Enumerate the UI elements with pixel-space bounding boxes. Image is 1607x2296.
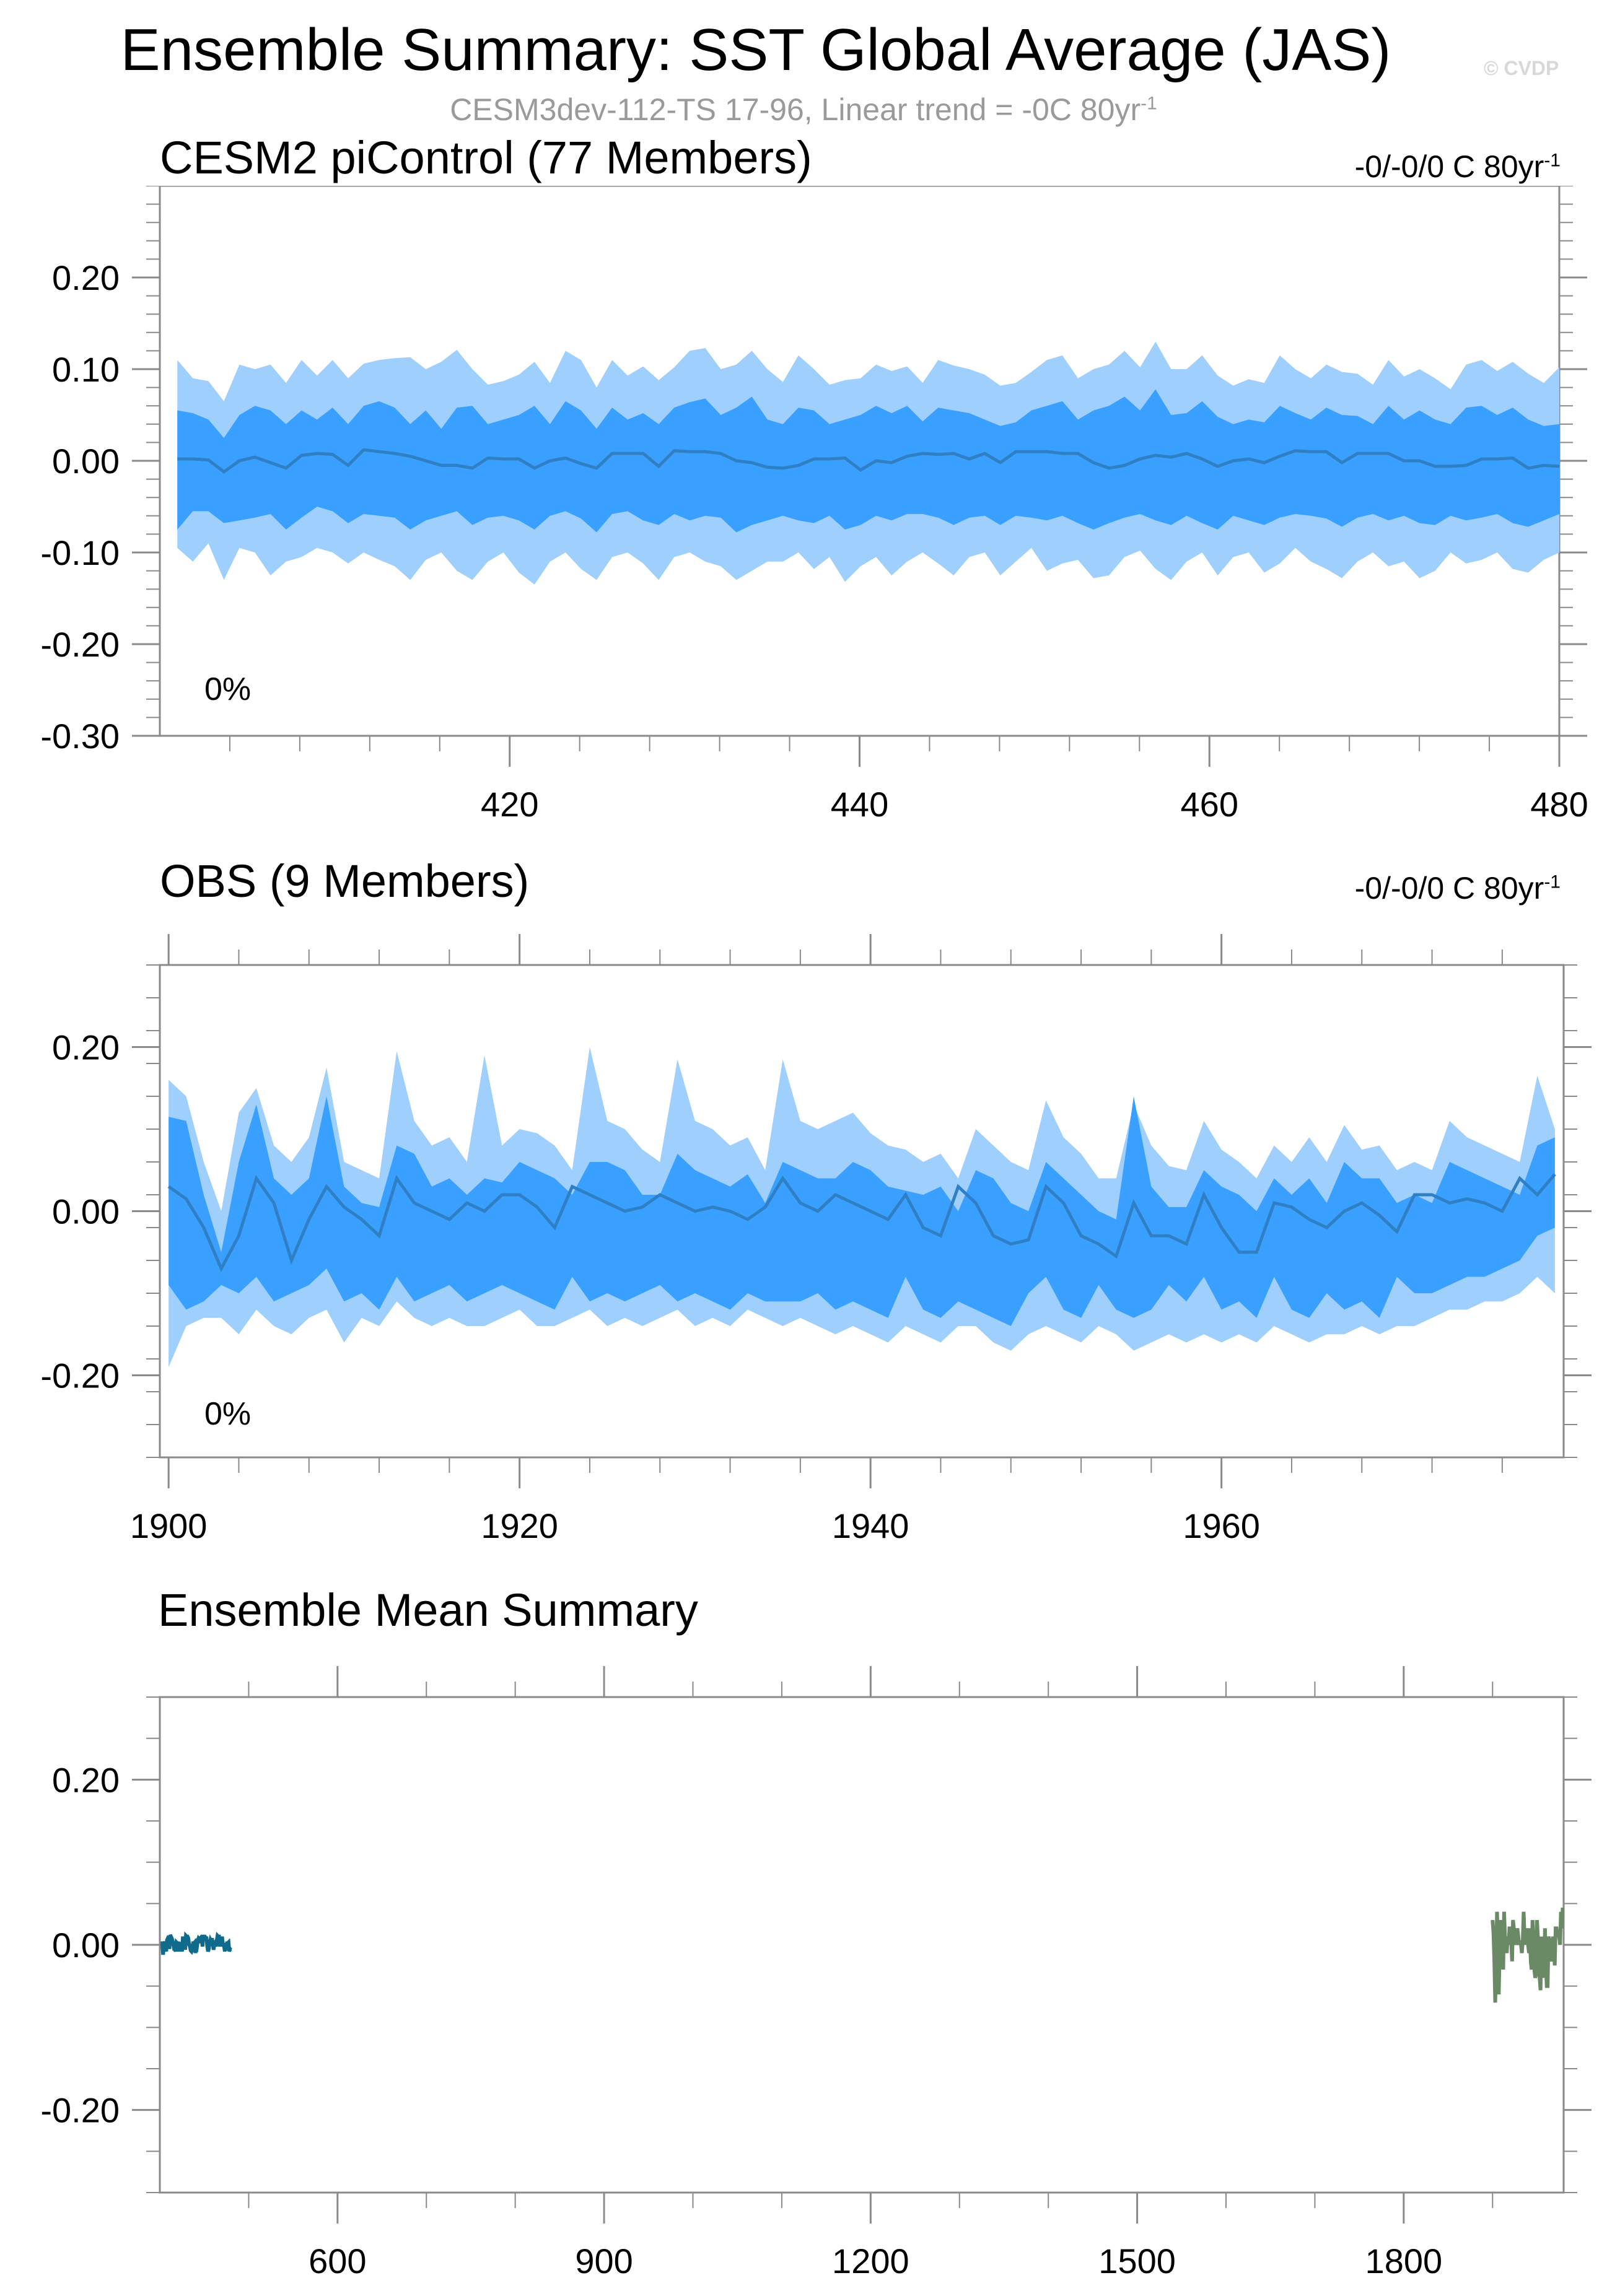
y-tick-label: 0.20 bbox=[52, 1760, 120, 1799]
x-tick-label: 1800 bbox=[1365, 2241, 1443, 2281]
summary-panel-title-text: Ensemble Mean Summary bbox=[158, 1584, 698, 1636]
model-panel-title: CESM2 piControl (77 Members) bbox=[160, 131, 812, 184]
y-tick-label: -0.20 bbox=[40, 2091, 120, 2130]
ensemble-mean-summary-chart: 0.20 0.00 -0.20 600 900 1200 1500 1800 bbox=[40, 1666, 1592, 2281]
credit-watermark: © CVDP bbox=[1484, 57, 1559, 79]
subtitle-text: CESM3dev-112-TS 17-96, Linear trend = -0… bbox=[450, 92, 1141, 127]
model-panel-trend-text: -0/-0/0 C 80yr bbox=[1354, 149, 1544, 184]
x-tick-label: 440 bbox=[831, 785, 888, 824]
ensemble-mean-line bbox=[177, 448, 1560, 474]
obs-panel-title-text: OBS (9 Members) bbox=[160, 855, 530, 907]
y-tick-label: 0.20 bbox=[52, 1028, 120, 1067]
summary-panel-title: Ensemble Mean Summary bbox=[158, 1584, 698, 1636]
y-tick-label: -0.20 bbox=[40, 1356, 120, 1395]
x-tick-label: 460 bbox=[1181, 785, 1238, 824]
obs-mean-line bbox=[1491, 1907, 1565, 2003]
obs-panel-trend-exponent: -1 bbox=[1544, 871, 1561, 893]
y-tick-label: 0.10 bbox=[52, 350, 120, 389]
y-tick-label: -0.10 bbox=[40, 533, 120, 572]
y-tick-label: 0.20 bbox=[52, 258, 120, 297]
obs-panel-trend: -0/-0/0 C 80yr-1 bbox=[1355, 870, 1561, 906]
obs-ensemble-chart: 0.20 0.00 -0.20 1900 1920 1940 1960 0% bbox=[40, 934, 1592, 1545]
x-tick-label: 600 bbox=[309, 2241, 366, 2281]
x-tick-label: 1200 bbox=[832, 2241, 909, 2281]
x-tick-label: 480 bbox=[1530, 785, 1588, 824]
y-tick-label: -0.20 bbox=[40, 625, 120, 664]
model-panel-trend-exponent: -1 bbox=[1544, 150, 1561, 171]
ensemble-mean-line bbox=[167, 1173, 1556, 1273]
obs-panel-trend-text: -0/-0/0 C 80yr bbox=[1354, 871, 1544, 906]
x-tick-label: 420 bbox=[481, 785, 538, 824]
model-mean-line bbox=[160, 1931, 232, 1955]
y-tick-label: 0.00 bbox=[52, 1926, 120, 1965]
x-tick-label: 1920 bbox=[481, 1506, 558, 1545]
subtitle-exponent: -1 bbox=[1141, 93, 1157, 114]
model-percent-label: 0% bbox=[204, 671, 251, 707]
range-band-inner bbox=[177, 389, 1559, 533]
y-tick-label: 0.00 bbox=[52, 442, 120, 481]
x-tick-label: 1900 bbox=[130, 1506, 208, 1545]
model-panel-trend: -0/-0/0 C 80yr-1 bbox=[1355, 149, 1561, 185]
obs-percent-label: 0% bbox=[204, 1396, 251, 1432]
model-panel-title-text: CESM2 piControl (77 Members) bbox=[160, 132, 812, 183]
plot-frame bbox=[159, 1696, 1565, 2194]
obs-panel-title: OBS (9 Members) bbox=[160, 855, 529, 907]
page-subtitle: CESM3dev-112-TS 17-96, Linear trend = -0… bbox=[0, 92, 1607, 128]
x-tick-label: 1500 bbox=[1098, 2241, 1176, 2281]
x-tick-label: 1960 bbox=[1183, 1506, 1260, 1545]
model-ensemble-chart: 0.20 0.10 0.00 -0.10 -0.20 -0.30 420 440 460 480 0… bbox=[40, 186, 1588, 824]
x-tick-label: 900 bbox=[575, 2241, 633, 2281]
y-tick-label: 0.00 bbox=[52, 1192, 120, 1231]
range-band-inner bbox=[169, 1096, 1555, 1326]
y-tick-label: -0.30 bbox=[40, 717, 120, 756]
x-tick-label: 1940 bbox=[832, 1506, 909, 1545]
page-title: Ensemble Summary: SST Global Average (JA… bbox=[120, 17, 1391, 83]
